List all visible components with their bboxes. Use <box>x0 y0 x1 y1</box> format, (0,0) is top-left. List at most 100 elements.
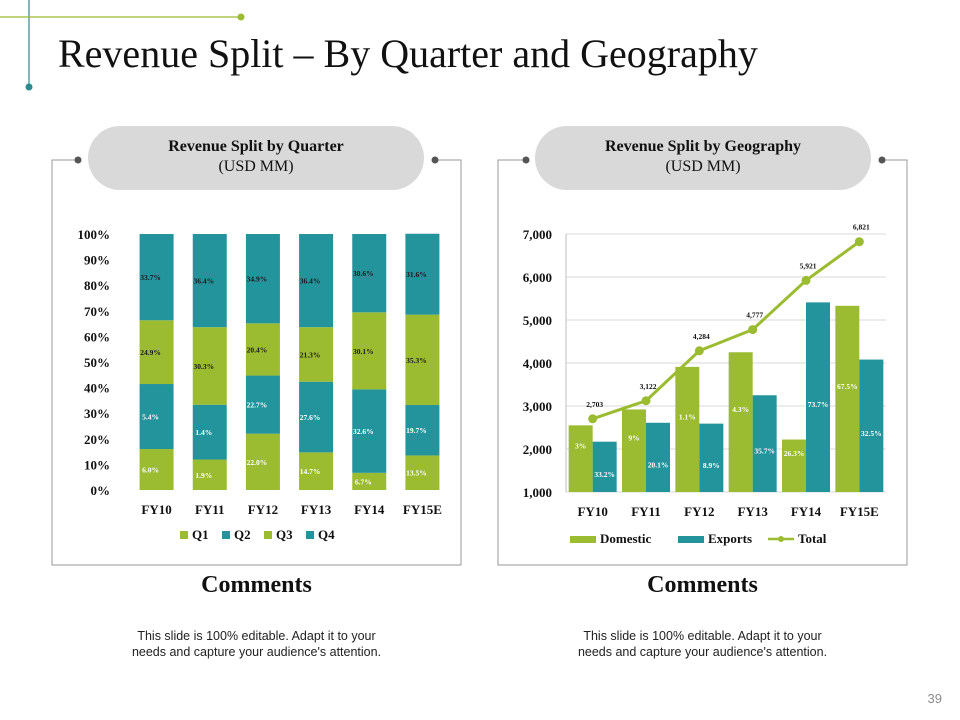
bar-exports <box>752 395 777 492</box>
x-tick-label: FY14 <box>354 502 385 517</box>
bar-segment-q3 <box>405 314 440 406</box>
page-number: 39 <box>927 691 942 706</box>
bar-segment-q2 <box>192 404 227 460</box>
bar-segment-q1 <box>192 459 227 490</box>
bar-segment-q1 <box>352 472 387 490</box>
data-label-domestic: 4.3% <box>732 405 749 414</box>
y-tick-label: 1,000 <box>523 485 552 500</box>
bar-segment-q3 <box>299 327 334 382</box>
total-label: 2,703 <box>586 400 603 409</box>
x-tick-label: FY15E <box>403 502 442 517</box>
data-label-exports: 35.7% <box>754 447 775 456</box>
total-label: 5,921 <box>800 261 817 270</box>
quarter-chart-header-title: Revenue Split by Quarter <box>168 138 344 155</box>
total-point <box>694 346 704 356</box>
bar-exports <box>592 441 617 492</box>
bar-domestic <box>568 425 593 492</box>
y-tick-label: 5,000 <box>523 313 552 328</box>
bar-domestic <box>675 366 700 492</box>
x-tick-label: FY10 <box>577 504 607 519</box>
right-comments-line1: This slide is 100% editable. Adapt it to… <box>583 629 822 643</box>
data-label: 30.6% <box>353 269 374 278</box>
y-tick-label: 60% <box>84 329 110 344</box>
data-label: 32.6% <box>353 427 374 436</box>
geography-chart-header: Revenue Split by Geography (USD MM) <box>535 126 871 190</box>
x-tick-label: FY12 <box>248 502 278 517</box>
bar-exports <box>699 423 724 492</box>
legend-swatch-q2 <box>222 531 230 539</box>
bar-segment-q2 <box>299 381 334 453</box>
data-label-domestic: 3% <box>575 442 586 451</box>
geography-chart-header-unit: (USD MM) <box>665 158 741 175</box>
y-tick-label: 0% <box>91 483 111 498</box>
page-title: Revenue Split – By Quarter and Geography <box>58 31 758 76</box>
bar-segment-q3 <box>352 312 387 390</box>
bar-segment-q1 <box>299 452 334 490</box>
bar-segment-q4 <box>405 233 440 315</box>
bar-domestic <box>782 439 806 492</box>
legend-label: Domestic <box>600 531 651 546</box>
bar-exports <box>859 359 884 492</box>
legend-swatch-q4 <box>306 531 314 539</box>
data-label-domestic: 67.5% <box>837 382 858 391</box>
bar-segment-q4 <box>245 234 280 324</box>
y-tick-label: 2,000 <box>523 442 552 457</box>
total-point <box>588 414 598 424</box>
data-label-exports: 32.5% <box>861 429 882 438</box>
data-label: 1.9% <box>195 471 212 480</box>
y-tick-label: 90% <box>84 253 110 268</box>
bar-domestic <box>622 409 646 492</box>
legend-swatch-exports <box>678 536 704 543</box>
legend-label: Q4 <box>318 527 335 542</box>
bar-segment-q4 <box>192 234 227 328</box>
bar-segment-q1 <box>139 449 174 490</box>
bar-segment-q4 <box>139 234 174 321</box>
data-label: 24.9% <box>140 348 161 357</box>
left-comments-heading: Comments <box>201 572 312 598</box>
x-tick-label: FY12 <box>684 504 714 519</box>
data-label: 36.4% <box>193 277 214 286</box>
quarter-chart-header-unit: (USD MM) <box>218 158 294 175</box>
quarter-stacked-bar-chart: 0% 10% 20% 30% 40% 50% 60% 70% 80% 90% 100% 6.0% 5.4… <box>78 227 442 542</box>
y-tick-label: 30% <box>84 406 110 421</box>
y-tick-label: 4,000 <box>523 356 552 371</box>
bar-domestic <box>835 305 860 492</box>
right-comments-text: This slide is 100% editable. Adapt it to… <box>498 628 907 660</box>
y-tick-label: 100% <box>78 227 111 242</box>
x-tick-label: FY15E <box>840 504 879 519</box>
x-tick-label: FY10 <box>141 502 171 517</box>
bar-domestic <box>728 352 753 492</box>
bar-segment-q3 <box>245 323 280 376</box>
y-tick-label: 6,000 <box>523 270 552 285</box>
bar-segment-q4 <box>299 234 334 328</box>
bar-segment-q3 <box>192 327 227 405</box>
y-tick-label: 3,000 <box>523 399 552 414</box>
legend-label: Total <box>798 531 827 546</box>
data-label: 27.6% <box>300 413 321 422</box>
total-point <box>854 237 864 247</box>
left-comments-line1: This slide is 100% editable. Adapt it to… <box>137 629 376 643</box>
data-label: 30.1% <box>353 347 374 356</box>
data-label-exports: 20.1% <box>648 460 669 469</box>
data-label: 13.5% <box>406 469 427 478</box>
bar-exports <box>646 422 670 492</box>
total-label: 4,284 <box>693 332 710 341</box>
bar-segment-q4 <box>352 234 387 313</box>
data-label: 22.0% <box>247 458 268 467</box>
data-label-domestic: 26.3% <box>784 449 805 458</box>
data-label-exports: 73.7% <box>808 400 829 409</box>
bar-segment-q3 <box>139 320 174 385</box>
data-label: 36.4% <box>300 277 321 286</box>
data-label: 31.6% <box>406 270 427 279</box>
data-label-exports: 8.9% <box>703 461 720 470</box>
bar-segment-q2 <box>352 389 387 473</box>
legend-label: Q2 <box>234 527 251 542</box>
y-tick-label: 70% <box>84 304 110 319</box>
data-label: 34.9% <box>247 275 268 284</box>
data-label: 1.4% <box>195 428 212 437</box>
bar-segment-q2 <box>139 384 174 450</box>
total-label: 4,777 <box>746 311 763 320</box>
data-label: 21.3% <box>300 350 321 359</box>
data-label: 19.7% <box>406 426 427 435</box>
